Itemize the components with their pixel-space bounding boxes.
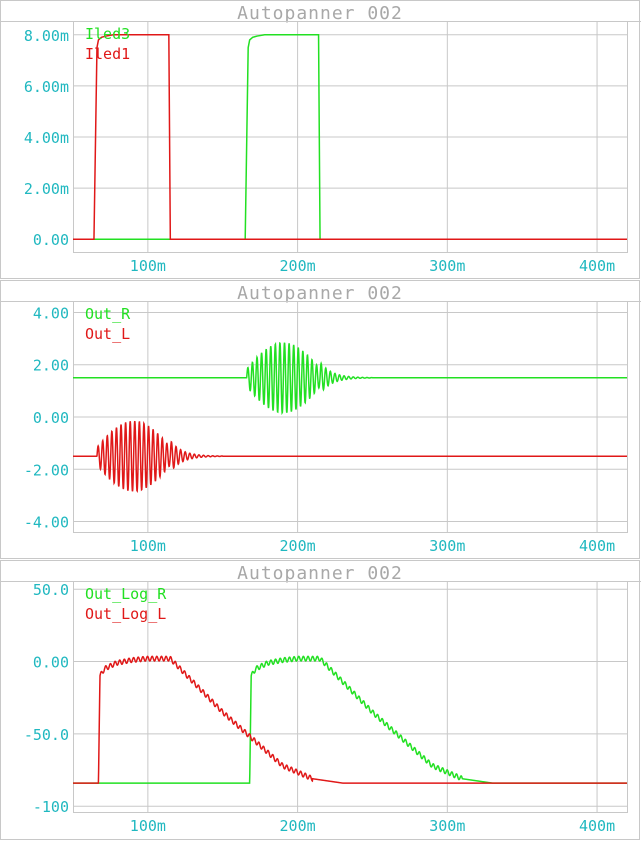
chart-panel-3: Autopanner 002 100m 200m 300m 400m 50.0 0.00 -5…: [0, 560, 641, 840]
x-tick-label: 300m: [429, 257, 465, 275]
series-line-out-log-r: [73, 655, 627, 784]
y-tick-label: -100: [33, 798, 69, 816]
legend-entry: Out_Log_R: [85, 585, 167, 603]
x-tick-label: 200m: [280, 257, 316, 275]
x-tick-label: 100m: [130, 817, 166, 835]
legend-entry: Out_R: [85, 305, 131, 323]
panel-frame: [0, 560, 640, 840]
x-tick-label: 100m: [130, 257, 166, 275]
y-tick-label: -2.00: [24, 461, 69, 479]
legend-entry: Out_Log_L: [85, 605, 166, 623]
panel-frame: [0, 0, 640, 279]
y-tick-label: 2.00m: [24, 180, 69, 198]
series-line-iled1: [73, 34, 627, 240]
x-tick-label: 300m: [429, 817, 465, 835]
series-line-out-l: [73, 420, 627, 494]
y-tick-label: 4.00m: [24, 129, 69, 147]
chart-title: Autopanner 002: [237, 3, 403, 24]
y-tick-label: 50.0: [33, 581, 69, 599]
series-line-iled3: [73, 34, 627, 240]
legend-entry: Iled3: [85, 25, 130, 43]
y-tick-label: 0.00: [33, 654, 69, 672]
chart-title: Autopanner 002: [237, 563, 403, 584]
x-tick-label: 200m: [280, 537, 316, 555]
plot-border: [73, 581, 628, 813]
y-tick-label: 8.00m: [24, 27, 69, 45]
series-line-out-log-l: [73, 655, 627, 784]
y-tick-label: 4.00: [33, 304, 69, 322]
x-tick-label: 400m: [579, 817, 615, 835]
x-tick-label: 400m: [579, 537, 615, 555]
series-line-out-r: [73, 341, 627, 416]
legend-entry: Out_L: [85, 325, 130, 343]
y-tick-label: 0.00: [33, 409, 69, 427]
x-tick-label: 400m: [579, 257, 615, 275]
chart-title: Autopanner 002: [237, 283, 403, 304]
chart-panel-2: Autopanner 002 100m 200m 300m 400m 4.00 2.00 0.…: [0, 280, 641, 559]
y-tick-label: 6.00m: [24, 78, 69, 96]
x-tick-label: 300m: [429, 537, 465, 555]
y-tick-label: -4.00: [24, 514, 69, 532]
legend-entry: Iled1: [85, 45, 130, 63]
y-tick-label: 0.00: [33, 231, 69, 249]
x-tick-label: 100m: [130, 537, 166, 555]
panel-frame: [0, 280, 640, 559]
y-tick-label: -50.0: [24, 726, 69, 744]
y-tick-label: 2.00: [33, 357, 69, 375]
x-tick-label: 200m: [280, 817, 316, 835]
chart-panel-1: Autopanner 002 100m 200m 300m 400m 8.00m 6.00m…: [0, 0, 641, 279]
